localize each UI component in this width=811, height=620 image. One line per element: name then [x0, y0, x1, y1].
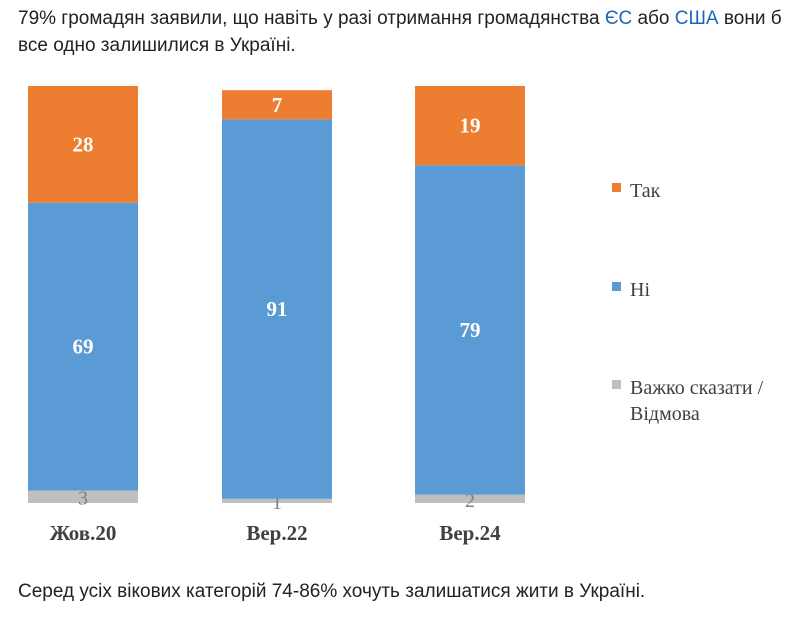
data-label-yes-1: 7	[272, 93, 283, 117]
intro-text: 79% громадян заявили, що навіть у разі о…	[18, 5, 808, 59]
data-label-no-1: 91	[267, 297, 288, 321]
data-label-no-0: 69	[73, 335, 94, 359]
data-label-hard-0: 3	[78, 488, 88, 510]
bar-segment-no-2	[415, 165, 525, 495]
bar-segment-hard-0	[28, 490, 138, 503]
legend-label-hard-2: Відмова	[630, 403, 700, 425]
legend-label-hard: Важко сказати /	[630, 377, 764, 399]
legend-label-yes: Так	[630, 180, 661, 202]
bar-segment-no-0	[28, 202, 138, 491]
x-tick-label-2: Вер.24	[439, 521, 501, 545]
legend-swatch-yes	[612, 183, 621, 192]
x-tick-label-1: Вер.22	[246, 521, 307, 545]
data-label-no-2: 79	[460, 318, 481, 342]
data-label-yes-0: 28	[73, 132, 94, 156]
data-label-hard-1: 1	[272, 492, 282, 514]
intro-part-3: вони б	[718, 8, 782, 29]
eu-link[interactable]: ЄС	[604, 8, 633, 29]
stacked-bar-chart: 3 69 28 Жов.20 1 91 7 Вер.22 2 79 19 Вер.24 Так Ні Важ…	[28, 86, 764, 545]
data-label-hard-2: 2	[465, 490, 475, 512]
bar-segment-yes-0	[28, 86, 138, 203]
outro-text: Серед усіх вікових категорій 74-86% хочу…	[18, 581, 646, 602]
usa-link[interactable]: США	[674, 8, 719, 29]
legend-swatch-hard	[612, 380, 621, 389]
bar-segment-yes-2	[415, 86, 525, 166]
bar-segment-hard-2	[415, 494, 525, 503]
intro-part-2: або	[632, 8, 675, 29]
intro-part-1: 79% громадян заявили, що навіть у разі о…	[18, 8, 605, 29]
x-tick-label-0: Жов.20	[50, 521, 117, 545]
bar-segment-no-1	[222, 119, 332, 499]
legend-label-no: Ні	[630, 279, 650, 301]
bar-segment-hard-1	[222, 498, 332, 503]
bar-segment-yes-1	[222, 90, 332, 120]
data-label-yes-2: 19	[460, 114, 481, 138]
legend-swatch-no	[612, 282, 621, 291]
intro-line-2: все одно залишилися в Україні.	[18, 35, 296, 56]
